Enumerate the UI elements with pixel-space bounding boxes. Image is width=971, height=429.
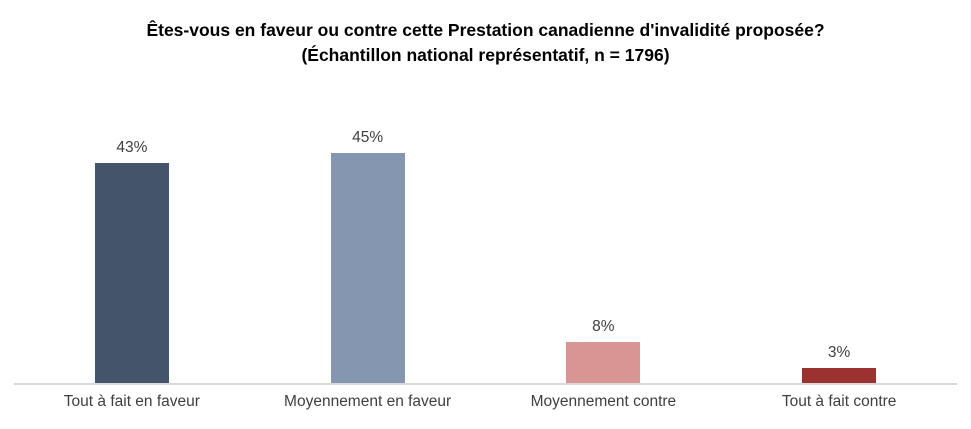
bar-value-label: 3%	[827, 343, 851, 361]
bar-column: 43%	[14, 112, 250, 383]
x-axis-labels: Tout à fait en faveur Moyennement en fav…	[14, 393, 957, 411]
bar-column: 45%	[250, 112, 486, 383]
bar-tout-a-fait-contre	[802, 367, 877, 383]
bar-column: 3%	[721, 112, 957, 383]
chart-title: Êtes-vous en faveur ou contre cette Pres…	[146, 20, 825, 40]
x-axis-label: Moyennement en faveur	[284, 393, 452, 410]
bar-value-label: 45%	[352, 129, 384, 146]
chart-title-block: Êtes-vous en faveur ou contre cette Pres…	[0, 18, 971, 68]
bar-tout-a-fait-en-faveur	[94, 163, 169, 383]
bar-column: 8%	[486, 112, 722, 383]
x-axis-label: Tout à fait en faveur	[63, 393, 200, 410]
bar-moyennement-en-faveur	[330, 153, 405, 383]
x-axis-line	[14, 383, 957, 385]
chart-subtitle: (Échantillon national représentatif, n =…	[301, 45, 670, 65]
x-axis-label: Moyennement contre	[530, 393, 677, 410]
plot-area: 43% 45% 8% 3%	[14, 112, 957, 383]
bar-value-label: 8%	[592, 318, 615, 336]
bar-moyennement-contre	[566, 342, 641, 383]
x-axis-label: Tout à fait contre	[781, 393, 897, 410]
bar-value-label: 43%	[116, 139, 148, 157]
